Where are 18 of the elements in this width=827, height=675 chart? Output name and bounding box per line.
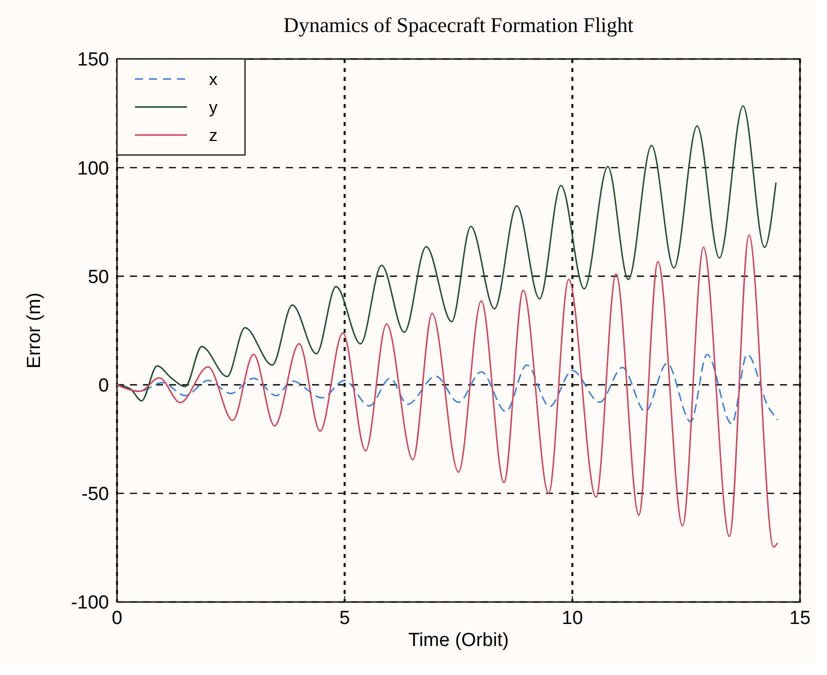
x-tick-label: 5 <box>339 608 350 629</box>
legend-label: z <box>209 126 218 145</box>
y-tick-label: -100 <box>70 592 109 614</box>
y-tick-label: 100 <box>77 158 109 180</box>
y-tick-label: 150 <box>77 50 109 71</box>
x-tick-label: 15 <box>789 608 811 629</box>
legend-label: x <box>209 70 218 89</box>
x-tick-label: 0 <box>112 608 122 629</box>
line-series <box>116 105 777 402</box>
y-tick-label: -50 <box>82 484 109 506</box>
y-tick-label: 0 <box>98 375 109 396</box>
x-tick-label: 10 <box>562 608 583 629</box>
chart-title: Dynamics of Spacecraft Formation Flight <box>284 13 634 37</box>
y-axis-title: Error (m) <box>24 292 45 368</box>
line-series <box>116 234 778 548</box>
x-axis-title: Time (Orbit) <box>408 630 509 651</box>
legend-label: y <box>209 98 218 117</box>
y-tick-label: 50 <box>88 266 109 288</box>
